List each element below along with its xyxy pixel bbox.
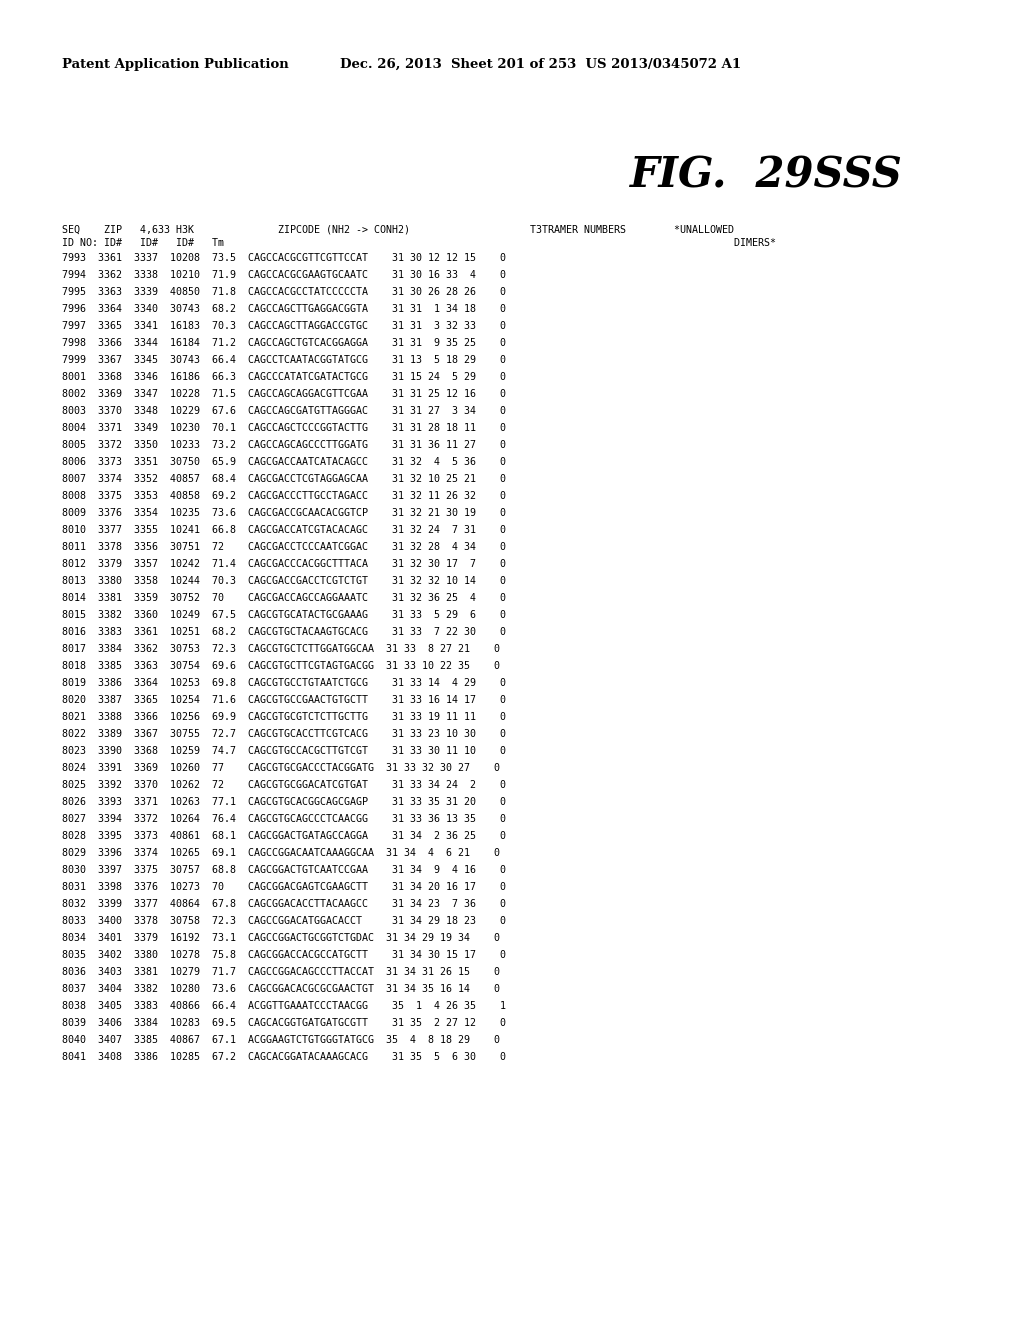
Text: 7999  3367  3345  30743  66.4  CAGCCTCAATACGGTATGCG    31 13  5 18 29    0: 7999 3367 3345 30743 66.4 CAGCCTCAATACGG… — [62, 355, 506, 366]
Text: 8016  3383  3361  10251  68.2  CAGCGTGCTACAAGTGCACG    31 33  7 22 30    0: 8016 3383 3361 10251 68.2 CAGCGTGCTACAAG… — [62, 627, 506, 638]
Text: 7994  3362  3338  10210  71.9  CAGCCACGCGAAGTGCAATC    31 30 16 33  4    0: 7994 3362 3338 10210 71.9 CAGCCACGCGAAGT… — [62, 271, 506, 280]
Text: 8012  3379  3357  10242  71.4  CAGCGACCCACGGCTTTACA    31 32 30 17  7    0: 8012 3379 3357 10242 71.4 CAGCGACCCACGGC… — [62, 558, 506, 569]
Text: 8041  3408  3386  10285  67.2  CAGCACGGATACAAAGCACG    31 35  5  6 30    0: 8041 3408 3386 10285 67.2 CAGCACGGATACAA… — [62, 1052, 506, 1063]
Text: 8023  3390  3368  10259  74.7  CAGCGTGCCACGCTTGTCGT    31 33 30 11 10    0: 8023 3390 3368 10259 74.7 CAGCGTGCCACGCT… — [62, 746, 506, 756]
Text: FIG.  29SSS: FIG. 29SSS — [630, 154, 903, 197]
Text: SEQ    ZIP   4,633 H3K              ZIPCODE (NH2 -> CONH2)                    T3: SEQ ZIP 4,633 H3K ZIPCODE (NH2 -> CONH2)… — [62, 224, 734, 235]
Text: 8014  3381  3359  30752  70    CAGCGACCAGCCAGGAAATC    31 32 36 25  4    0: 8014 3381 3359 30752 70 CAGCGACCAGCCAGGA… — [62, 593, 506, 603]
Text: ID NO: ID#   ID#   ID#   Tm                                                     : ID NO: ID# ID# ID# Tm — [62, 238, 776, 248]
Text: 8040  3407  3385  40867  67.1  ACGGAAGTCTGTGGGTATGCG  35  4  8 18 29    0: 8040 3407 3385 40867 67.1 ACGGAAGTCTGTGG… — [62, 1035, 500, 1045]
Text: 8013  3380  3358  10244  70.3  CAGCGACCGACCTCGTCTGT    31 32 32 10 14    0: 8013 3380 3358 10244 70.3 CAGCGACCGACCTC… — [62, 576, 506, 586]
Text: 8037  3404  3382  10280  73.6  CAGCGGACACGCGCGAACTGT  31 34 35 16 14    0: 8037 3404 3382 10280 73.6 CAGCGGACACGCGC… — [62, 983, 500, 994]
Text: 7996  3364  3340  30743  68.2  CAGCCAGCTTGAGGACGGTA    31 31  1 34 18    0: 7996 3364 3340 30743 68.2 CAGCCAGCTTGAGG… — [62, 304, 506, 314]
Text: 8025  3392  3370  10262  72    CAGCGTGCGGACATCGTGAT    31 33 34 24  2    0: 8025 3392 3370 10262 72 CAGCGTGCGGACATCG… — [62, 780, 506, 789]
Text: 7997  3365  3341  16183  70.3  CAGCCAGCTTAGGACCGTGC    31 31  3 32 33    0: 7997 3365 3341 16183 70.3 CAGCCAGCTTAGGA… — [62, 321, 506, 331]
Text: 8011  3378  3356  30751  72    CAGCGACCTCCCAATCGGAC    31 32 28  4 34    0: 8011 3378 3356 30751 72 CAGCGACCTCCCAATC… — [62, 543, 506, 552]
Text: 8034  3401  3379  16192  73.1  CAGCCGGACTGCGGTCTGDAC  31 34 29 19 34    0: 8034 3401 3379 16192 73.1 CAGCCGGACTGCGG… — [62, 933, 500, 942]
Text: 8007  3374  3352  40857  68.4  CAGCGACCTCGTAGGAGCAA    31 32 10 25 21    0: 8007 3374 3352 40857 68.4 CAGCGACCTCGTAG… — [62, 474, 506, 484]
Text: 8008  3375  3353  40858  69.2  CAGCGACCCTTGCCTAGACC    31 32 11 26 32    0: 8008 3375 3353 40858 69.2 CAGCGACCCTTGCC… — [62, 491, 506, 502]
Text: 8031  3398  3376  10273  70    CAGCGGACGAGTCGAAGCTT    31 34 20 16 17    0: 8031 3398 3376 10273 70 CAGCGGACGAGTCGAA… — [62, 882, 506, 892]
Text: 8002  3369  3347  10228  71.5  CAGCCAGCAGGACGTTCGAA    31 31 25 12 16    0: 8002 3369 3347 10228 71.5 CAGCCAGCAGGACG… — [62, 389, 506, 399]
Text: 8003  3370  3348  10229  67.6  CAGCCAGCGATGTTAGGGAC    31 31 27  3 34    0: 8003 3370 3348 10229 67.6 CAGCCAGCGATGTT… — [62, 407, 506, 416]
Text: 8036  3403  3381  10279  71.7  CAGCCGGACAGCCCTTACCAT  31 34 31 26 15    0: 8036 3403 3381 10279 71.7 CAGCCGGACAGCCC… — [62, 968, 500, 977]
Text: 8020  3387  3365  10254  71.6  CAGCGTGCCGAACTGTGCTT    31 33 16 14 17    0: 8020 3387 3365 10254 71.6 CAGCGTGCCGAACT… — [62, 696, 506, 705]
Text: 7993  3361  3337  10208  73.5  CAGCCACGCGTTCGTTCCAT    31 30 12 12 15    0: 7993 3361 3337 10208 73.5 CAGCCACGCGTTCG… — [62, 253, 506, 263]
Text: Patent Application Publication: Patent Application Publication — [62, 58, 289, 71]
Text: 8001  3368  3346  16186  66.3  CAGCCCATATCGATACTGCG    31 15 24  5 29    0: 8001 3368 3346 16186 66.3 CAGCCCATATCGAT… — [62, 372, 506, 381]
Text: 8028  3395  3373  40861  68.1  CAGCGGACTGATAGCCAGGA    31 34  2 36 25    0: 8028 3395 3373 40861 68.1 CAGCGGACTGATAG… — [62, 832, 506, 841]
Text: 8030  3397  3375  30757  68.8  CAGCGGACTGTCAATCCGAA    31 34  9  4 16    0: 8030 3397 3375 30757 68.8 CAGCGGACTGTCAA… — [62, 865, 506, 875]
Text: 8038  3405  3383  40866  66.4  ACGGTTGAAATCCCTAACGG    35  1  4 26 35    1: 8038 3405 3383 40866 66.4 ACGGTTGAAATCCC… — [62, 1001, 506, 1011]
Text: 7998  3366  3344  16184  71.2  CAGCCAGCTGTCACGGAGGA    31 31  9 35 25    0: 7998 3366 3344 16184 71.2 CAGCCAGCTGTCAC… — [62, 338, 506, 348]
Text: 8006  3373  3351  30750  65.9  CAGCGACCAATCATACAGCC    31 32  4  5 36    0: 8006 3373 3351 30750 65.9 CAGCGACCAATCAT… — [62, 457, 506, 467]
Text: 8018  3385  3363  30754  69.6  CAGCGTGCTTCGTAGTGACGG  31 33 10 22 35    0: 8018 3385 3363 30754 69.6 CAGCGTGCTTCGTA… — [62, 661, 500, 671]
Text: 8010  3377  3355  10241  66.8  CAGCGACCATCGTACACAGC    31 32 24  7 31    0: 8010 3377 3355 10241 66.8 CAGCGACCATCGTA… — [62, 525, 506, 535]
Text: 8024  3391  3369  10260  77    CAGCGTGCGACCCTACGGATG  31 33 32 30 27    0: 8024 3391 3369 10260 77 CAGCGTGCGACCCTAC… — [62, 763, 500, 774]
Text: 8021  3388  3366  10256  69.9  CAGCGTGCGTCTCTTGCTTG    31 33 19 11 11    0: 8021 3388 3366 10256 69.9 CAGCGTGCGTCTCT… — [62, 711, 506, 722]
Text: 8026  3393  3371  10263  77.1  CAGCGTGCACGGCAGCGAGP    31 33 35 31 20    0: 8026 3393 3371 10263 77.1 CAGCGTGCACGGCA… — [62, 797, 506, 807]
Text: 8039  3406  3384  10283  69.5  CAGCACGGTGATGATGCGTT    31 35  2 27 12    0: 8039 3406 3384 10283 69.5 CAGCACGGTGATGA… — [62, 1018, 506, 1028]
Text: 8022  3389  3367  30755  72.7  CAGCGTGCACCTTCGTCACG    31 33 23 10 30    0: 8022 3389 3367 30755 72.7 CAGCGTGCACCTTC… — [62, 729, 506, 739]
Text: 7995  3363  3339  40850  71.8  CAGCCACGCCTATCCCCCTA    31 30 26 28 26    0: 7995 3363 3339 40850 71.8 CAGCCACGCCTATC… — [62, 286, 506, 297]
Text: 8005  3372  3350  10233  73.2  CAGCCAGCAGCCCTTGGATG    31 31 36 11 27    0: 8005 3372 3350 10233 73.2 CAGCCAGCAGCCCT… — [62, 440, 506, 450]
Text: Dec. 26, 2013  Sheet 201 of 253  US 2013/0345072 A1: Dec. 26, 2013 Sheet 201 of 253 US 2013/0… — [340, 58, 741, 71]
Text: 8004  3371  3349  10230  70.1  CAGCCAGCTCCCGGTACTTG    31 31 28 18 11    0: 8004 3371 3349 10230 70.1 CAGCCAGCTCCCGG… — [62, 422, 506, 433]
Text: 8029  3396  3374  10265  69.1  CAGCCGGACAATCAAAGGCAA  31 34  4  6 21    0: 8029 3396 3374 10265 69.1 CAGCCGGACAATCA… — [62, 847, 500, 858]
Text: 8015  3382  3360  10249  67.5  CAGCGTGCATACTGCGAAAG    31 33  5 29  6    0: 8015 3382 3360 10249 67.5 CAGCGTGCATACTG… — [62, 610, 506, 620]
Text: 8009  3376  3354  10235  73.6  CAGCGACCGCAACACGGTCP    31 32 21 30 19    0: 8009 3376 3354 10235 73.6 CAGCGACCGCAACA… — [62, 508, 506, 517]
Text: 8017  3384  3362  30753  72.3  CAGCGTGCTCTTGGATGGCAA  31 33  8 27 21    0: 8017 3384 3362 30753 72.3 CAGCGTGCTCTTGG… — [62, 644, 500, 653]
Text: 8019  3386  3364  10253  69.8  CAGCGTGCCTGTAATCTGCG    31 33 14  4 29    0: 8019 3386 3364 10253 69.8 CAGCGTGCCTGTAA… — [62, 678, 506, 688]
Text: 8035  3402  3380  10278  75.8  CAGCGGACCACGCCATGCTT    31 34 30 15 17    0: 8035 3402 3380 10278 75.8 CAGCGGACCACGCC… — [62, 950, 506, 960]
Text: 8033  3400  3378  30758  72.3  CAGCCGGACATGGACACCТ     31 34 29 18 23    0: 8033 3400 3378 30758 72.3 CAGCCGGACATGGA… — [62, 916, 506, 927]
Text: 8027  3394  3372  10264  76.4  CAGCGTGCAGCCCTCAACGG    31 33 36 13 35    0: 8027 3394 3372 10264 76.4 CAGCGTGCAGCCCT… — [62, 814, 506, 824]
Text: 8032  3399  3377  40864  67.8  CAGCGGACACCTTACAAGCC    31 34 23  7 36    0: 8032 3399 3377 40864 67.8 CAGCGGACACCTTA… — [62, 899, 506, 909]
